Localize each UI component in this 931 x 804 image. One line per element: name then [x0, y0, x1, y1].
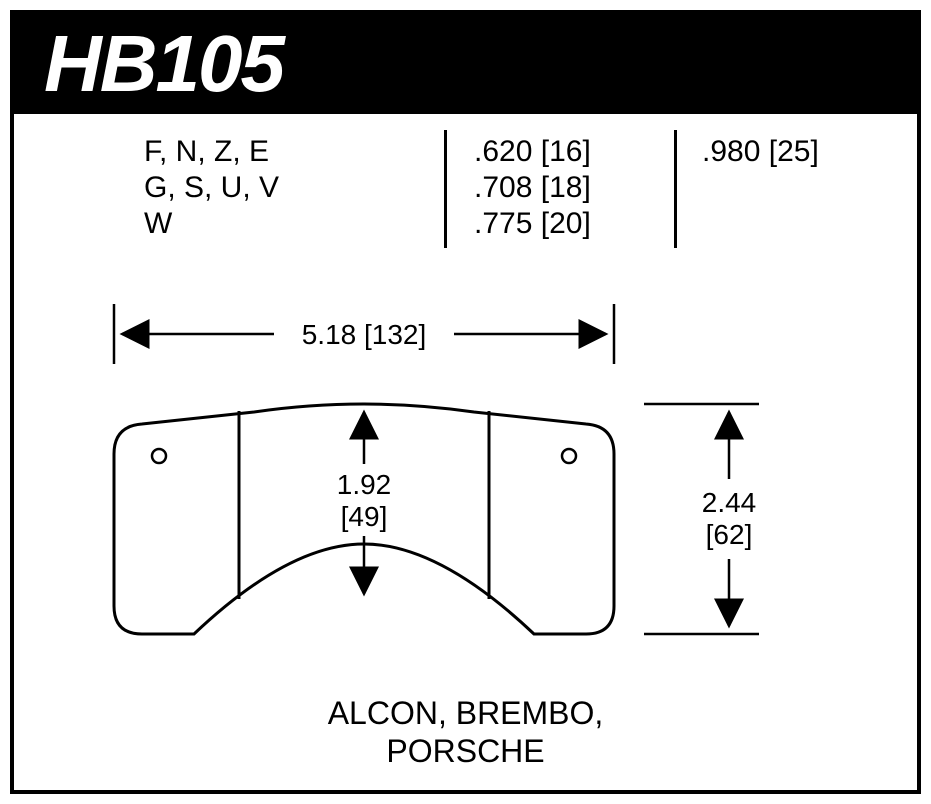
width-dimension: 5.18 [132]: [114, 304, 614, 364]
inner-height-mm: [49]: [341, 501, 388, 532]
outer-height-in: 2.44: [702, 487, 757, 518]
thickness-col-2: .620 [16] .708 [18] .775 [20]: [474, 134, 591, 242]
pad-hole-right: [562, 449, 576, 463]
width-label: 5.18 [132]: [302, 319, 427, 350]
inner-height-in: 1.92: [337, 469, 392, 500]
title-bar: HB105: [14, 14, 917, 114]
pad-hole-left: [152, 449, 166, 463]
thickness-row: .620 [16]: [474, 134, 591, 170]
spec-divider-1: [444, 130, 447, 248]
compound-row-3: W: [144, 206, 279, 242]
drawing-area: 5.18 [132] 1.92 [49]: [14, 284, 917, 714]
outer-height-mm: [62]: [706, 519, 753, 550]
applications: ALCON, BREMBO, PORSCHE: [14, 694, 917, 770]
thickness-row: .775 [20]: [474, 206, 591, 242]
applications-line-2: PORSCHE: [14, 732, 917, 770]
thickness-row: .708 [18]: [474, 170, 591, 206]
inner-height-dimension: 1.92 [49]: [337, 412, 392, 594]
outer-border: HB105 F, N, Z, E G, S, U, V W .620 [16] …: [10, 10, 921, 794]
compound-row-1: F, N, Z, E: [144, 134, 279, 170]
outer-height-dimension: 2.44 [62]: [644, 404, 759, 634]
pad-drawing-svg: 5.18 [132] 1.92 [49]: [14, 284, 917, 714]
compound-codes: F, N, Z, E G, S, U, V W: [144, 134, 279, 242]
applications-line-1: ALCON, BREMBO,: [14, 694, 917, 732]
thickness-col-3: .980 [25]: [702, 134, 819, 170]
compound-row-2: G, S, U, V: [144, 170, 279, 206]
spec-divider-2: [674, 130, 677, 248]
spec-block: F, N, Z, E G, S, U, V W .620 [16] .708 […: [14, 134, 917, 254]
thickness-row: .980 [25]: [702, 134, 819, 170]
part-number: HB105: [44, 18, 283, 110]
